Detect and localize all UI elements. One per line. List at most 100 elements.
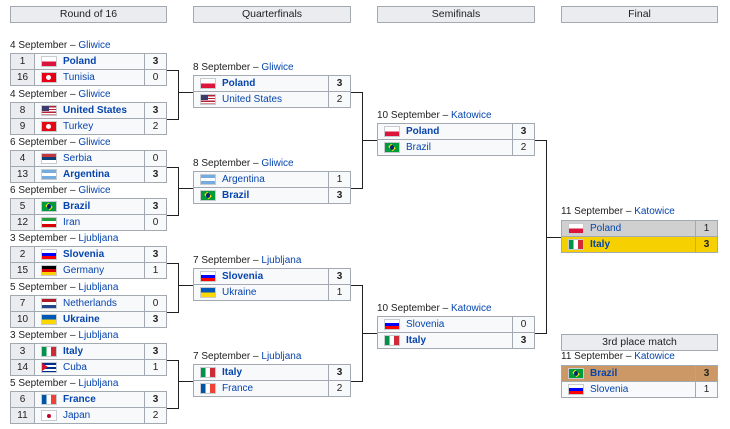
- team-row: Italy 3: [377, 333, 535, 349]
- venue-link[interactable]: Ljubljana: [261, 255, 302, 266]
- venue-link[interactable]: Katowice: [450, 303, 492, 314]
- match-date: 8 September – Gliwice: [193, 158, 294, 170]
- match-date: 10 September – Katowice: [377, 303, 492, 315]
- match-table: Argentina 1 Brazil 3: [193, 171, 351, 205]
- japan-flag-icon: [41, 410, 57, 421]
- bracket-connector: [362, 333, 377, 334]
- team-row: United States 2: [193, 92, 351, 108]
- venue-link[interactable]: Ljubljana: [78, 378, 119, 389]
- date-separator: –: [67, 282, 79, 293]
- team-name-link[interactable]: Tunisia: [63, 72, 95, 83]
- venue-link[interactable]: Gliwice: [78, 185, 111, 196]
- team-name-link[interactable]: Poland: [590, 223, 622, 234]
- team-name-link[interactable]: Italy: [63, 346, 84, 357]
- header-final: Final: [561, 6, 718, 23]
- usa-flag-icon: [200, 94, 216, 105]
- team-name-link[interactable]: Netherlands: [63, 298, 117, 309]
- team-name-link[interactable]: Brazil: [406, 142, 432, 153]
- team-name-link[interactable]: Italy: [590, 239, 611, 250]
- match-date: 3 September – Ljubljana: [10, 233, 118, 245]
- team-name-link[interactable]: Italy: [406, 335, 427, 346]
- team-name-link[interactable]: Turkey: [63, 121, 94, 132]
- match-date: 11 September – Katowice: [561, 206, 675, 218]
- team-score: 2: [328, 92, 350, 107]
- italy-flag-icon: [568, 239, 584, 250]
- team-row: 11 Japan 2: [10, 408, 167, 424]
- bracket-connector: [351, 188, 362, 189]
- venue-link[interactable]: Ljubljana: [78, 282, 119, 293]
- seed-number: 14: [11, 360, 35, 375]
- team-row: Italy 3: [561, 237, 718, 253]
- venue-link[interactable]: Gliwice: [78, 89, 111, 100]
- team-name-link[interactable]: Germany: [63, 265, 105, 276]
- seed-number: 8: [11, 103, 35, 118]
- seed-number: 10: [11, 312, 35, 327]
- team-name-link[interactable]: Poland: [406, 126, 440, 137]
- team-row: 16 Tunisia 0: [10, 70, 167, 86]
- team-score: 2: [328, 381, 350, 396]
- match-table: 7 Netherlands 0 10 Ukraine 3: [10, 295, 167, 329]
- seed-number: 16: [11, 70, 35, 85]
- team-name-link[interactable]: Slovenia: [406, 319, 445, 330]
- match-date: 4 September – Gliwice: [10, 40, 111, 52]
- team-name-link[interactable]: United States: [63, 105, 127, 116]
- venue-link[interactable]: Katowice: [634, 351, 675, 362]
- match-date: 11 September – Katowice: [561, 351, 675, 363]
- venue-link[interactable]: Ljubljana: [78, 330, 119, 341]
- date-separator: –: [67, 40, 79, 51]
- date-separator: –: [67, 89, 79, 100]
- team-score: 3: [144, 392, 166, 407]
- team-name-link[interactable]: Serbia: [63, 153, 92, 164]
- brazil-flag-icon: [200, 190, 216, 201]
- team-name-link[interactable]: France: [222, 383, 254, 394]
- team-name-link[interactable]: Slovenia: [222, 271, 264, 282]
- date-separator: –: [67, 233, 79, 244]
- match-date-text: 4 September: [10, 89, 68, 100]
- team-name-link[interactable]: Argentina: [63, 169, 110, 180]
- team-name-link[interactable]: Brazil: [222, 190, 250, 201]
- bracket-connector: [535, 333, 546, 334]
- venue-link[interactable]: Gliwice: [261, 62, 294, 73]
- team-score: 1: [695, 382, 717, 397]
- match-table: 8 United States 3 9 Turkey 2: [10, 102, 167, 136]
- team-name-link[interactable]: Argentina: [222, 174, 265, 185]
- team-row: Poland 3: [377, 123, 535, 140]
- team-name-link[interactable]: Brazil: [590, 368, 618, 379]
- team-score: 0: [144, 215, 166, 230]
- team-name-link[interactable]: Slovenia: [590, 384, 629, 395]
- team-name-link[interactable]: Ukraine: [63, 314, 100, 325]
- seed-number: 15: [11, 263, 35, 278]
- match-date: 7 September – Ljubljana: [193, 351, 301, 363]
- team-name-link[interactable]: Italy: [222, 367, 243, 378]
- team-score: 2: [512, 140, 534, 155]
- match-date-text: 10 September: [377, 303, 440, 314]
- match-date-text: 10 September: [377, 110, 440, 121]
- venue-link[interactable]: Katowice: [450, 110, 492, 121]
- venue-link[interactable]: Gliwice: [78, 40, 111, 51]
- team-name-link[interactable]: Poland: [222, 78, 256, 89]
- tunisia-flag-icon: [41, 72, 57, 83]
- team-name-link[interactable]: Iran: [63, 217, 81, 228]
- team-name-link[interactable]: Brazil: [63, 201, 91, 212]
- team-name-link[interactable]: France: [63, 394, 96, 405]
- venue-link[interactable]: Katowice: [634, 206, 675, 217]
- team-score: 1: [144, 360, 166, 375]
- team-name-link[interactable]: Slovenia: [63, 249, 105, 260]
- bracket-connector: [546, 237, 561, 238]
- team-name-link[interactable]: Cuba: [63, 362, 87, 373]
- team-name-link[interactable]: Poland: [63, 56, 97, 67]
- venue-link[interactable]: Gliwice: [261, 158, 294, 169]
- team-row: Slovenia 0: [377, 316, 535, 333]
- team-name-link[interactable]: Japan: [63, 410, 91, 421]
- team-row: 7 Netherlands 0: [10, 295, 167, 312]
- team-name-link[interactable]: Ukraine: [222, 287, 257, 298]
- team-score: 1: [328, 172, 350, 187]
- team-row: Slovenia 1: [561, 382, 718, 398]
- team-score: 3: [695, 366, 717, 381]
- team-score: 0: [144, 151, 166, 166]
- date-separator: –: [439, 303, 451, 314]
- venue-link[interactable]: Ljubljana: [261, 351, 302, 362]
- team-name-link[interactable]: United States: [222, 94, 283, 105]
- venue-link[interactable]: Ljubljana: [78, 233, 119, 244]
- venue-link[interactable]: Gliwice: [78, 137, 111, 148]
